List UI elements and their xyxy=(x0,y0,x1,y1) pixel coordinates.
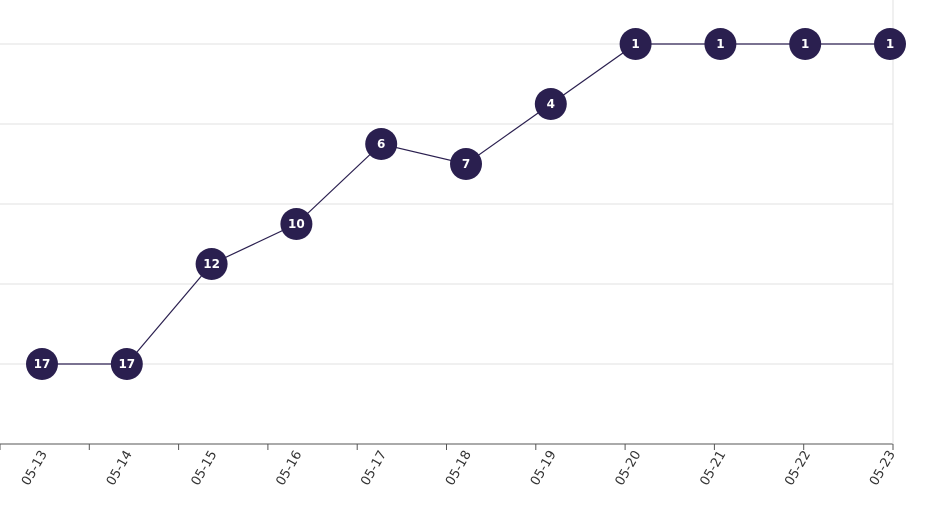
data-point-marker xyxy=(874,28,906,60)
x-tick-label: 05-18 xyxy=(443,448,475,488)
x-tick-label: 05-16 xyxy=(273,448,305,488)
data-point-marker xyxy=(195,248,228,280)
data-point-label: 17 xyxy=(34,357,51,371)
data-point-label: 1 xyxy=(716,37,724,51)
data-point-marker xyxy=(450,148,482,180)
data-point-marker xyxy=(704,28,737,60)
x-tick-label: 05-17 xyxy=(358,448,390,488)
data-point-label: 1 xyxy=(886,37,894,51)
series-group: 17 17 12 10 6 7 4 1 1 1 1 xyxy=(26,28,906,380)
data-point-marker xyxy=(110,348,143,380)
x-tick-label: 05-15 xyxy=(189,448,221,488)
data-point-label: 7 xyxy=(462,157,470,171)
gridlines xyxy=(0,43,893,365)
x-tick-label: 05-20 xyxy=(613,448,645,488)
x-tick-label: 05-23 xyxy=(867,448,899,488)
data-point-label: 10 xyxy=(288,217,305,231)
x-tick-label: 05-14 xyxy=(104,448,136,488)
x-tick-label: 05-22 xyxy=(782,448,814,488)
data-point-marker xyxy=(280,208,313,240)
data-point-label: 1 xyxy=(631,37,639,51)
x-tick-label: 05-19 xyxy=(528,448,560,488)
data-point-marker xyxy=(365,128,398,160)
data-point-label: 4 xyxy=(547,97,555,111)
data-point-label: 12 xyxy=(203,257,220,271)
data-point-marker xyxy=(789,28,822,60)
data-point-marker xyxy=(26,348,58,380)
data-point-marker xyxy=(619,28,652,60)
axes xyxy=(0,0,894,450)
x-tick-label: 05-13 xyxy=(19,448,51,488)
x-tick-label: 05-21 xyxy=(697,448,729,488)
data-point-marker xyxy=(534,88,567,120)
x-tick-labels: 05-13 05-14 05-15 05-16 05-17 05-18 05-19 05-20… xyxy=(19,448,899,488)
data-point-label: 1 xyxy=(801,37,809,51)
data-point-label: 6 xyxy=(377,137,385,151)
data-point-label: 17 xyxy=(118,357,135,371)
